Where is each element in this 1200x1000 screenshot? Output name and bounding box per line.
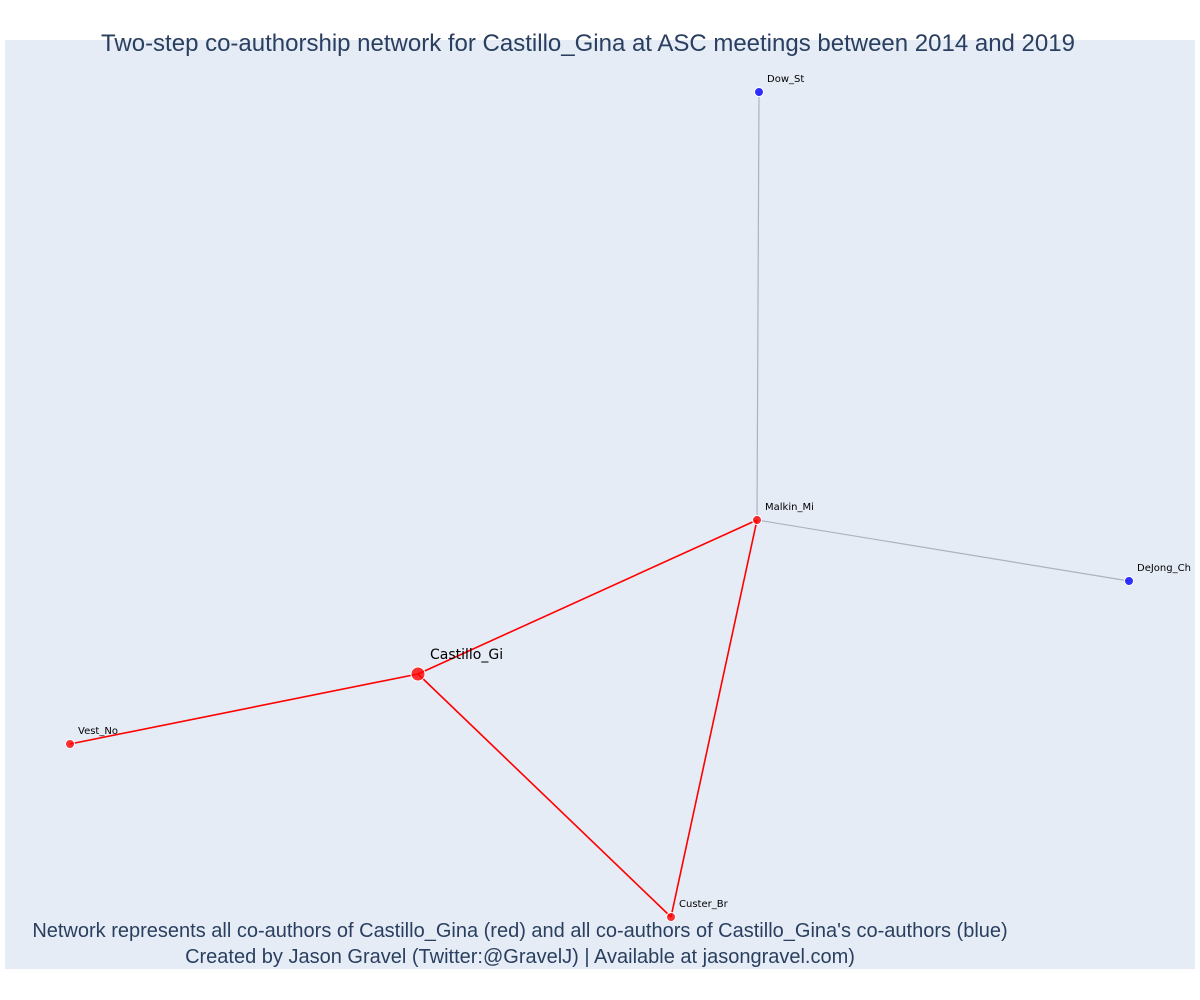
node-dejong[interactable] <box>1124 576 1134 586</box>
node-label-vest: Vest_No <box>78 726 118 737</box>
node-malkin[interactable] <box>752 515 762 525</box>
caption: Network represents all co-authors of Cas… <box>0 918 1040 970</box>
edges-layer <box>69 91 1130 918</box>
node-label-malkin: Malkin_Mi <box>765 502 814 513</box>
caption-line-2: Created by Jason Gravel (Twitter:@Gravel… <box>185 946 855 968</box>
edge-malkin-dejong <box>756 519 1130 582</box>
edge-castillo-malkin <box>417 519 758 675</box>
chart-title: Two-step co-authorship network for Casti… <box>101 30 1075 57</box>
node-custer[interactable] <box>666 912 676 922</box>
plot-area <box>5 40 1195 969</box>
node-dow[interactable] <box>754 87 764 97</box>
node-castillo[interactable] <box>410 666 426 682</box>
edge-malkin-custer <box>670 519 758 918</box>
node-label-dejong: DeJong_Ch <box>1137 563 1191 574</box>
caption-line-1: Network represents all co-authors of Cas… <box>32 920 1008 942</box>
labels-layer: Castillo_Gi Malkin_Mi Custer_Br Vest_No Dow_… <box>78 74 1191 910</box>
edge-castillo-custer <box>417 673 672 918</box>
edge-castillo-vest <box>69 673 419 745</box>
nodes-layer <box>65 87 1134 922</box>
node-label-dow: Dow_St <box>767 74 804 85</box>
node-label-castillo: Castillo_Gi <box>430 647 503 663</box>
node-label-custer: Custer_Br <box>679 899 729 910</box>
edge-malkin-dow <box>756 91 760 521</box>
node-vest[interactable] <box>65 739 75 749</box>
